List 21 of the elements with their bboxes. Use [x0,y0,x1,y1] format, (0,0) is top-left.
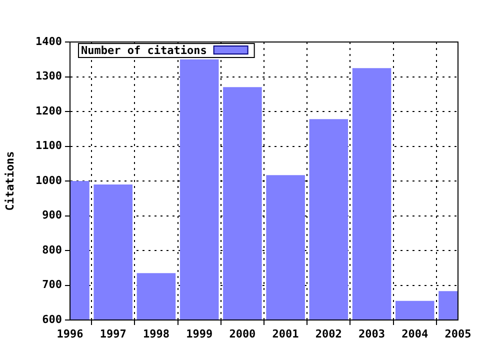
x-tick-label: 2004 [402,327,429,340]
x-tick-label: 2001 [272,327,300,340]
x-tick-label: 1996 [56,327,84,340]
x-tick-label: 1999 [186,327,213,340]
y-tick-label: 700 [42,278,62,292]
legend-label: Number of citations [81,44,207,57]
y-axis-title: Citations [3,151,16,211]
y-tick-label: 1400 [36,34,62,48]
y-tick-label: 800 [42,243,62,256]
y-tick-label: 600 [42,312,62,326]
y-tick-label: 1000 [36,174,62,187]
x-tick-label: 2000 [229,327,256,340]
x-tick-label: 1997 [100,327,126,340]
y-tick-label: 1200 [36,104,62,118]
x-tick-label: 2005 [444,327,472,340]
x-tick-label: 2002 [315,327,342,340]
x-tick-label: 2003 [358,327,386,340]
y-tick-label: 900 [42,208,62,222]
y-tick-label: 1300 [36,70,62,83]
x-tick-label: 1998 [142,327,170,340]
y-tick-label: 1100 [36,139,62,152]
